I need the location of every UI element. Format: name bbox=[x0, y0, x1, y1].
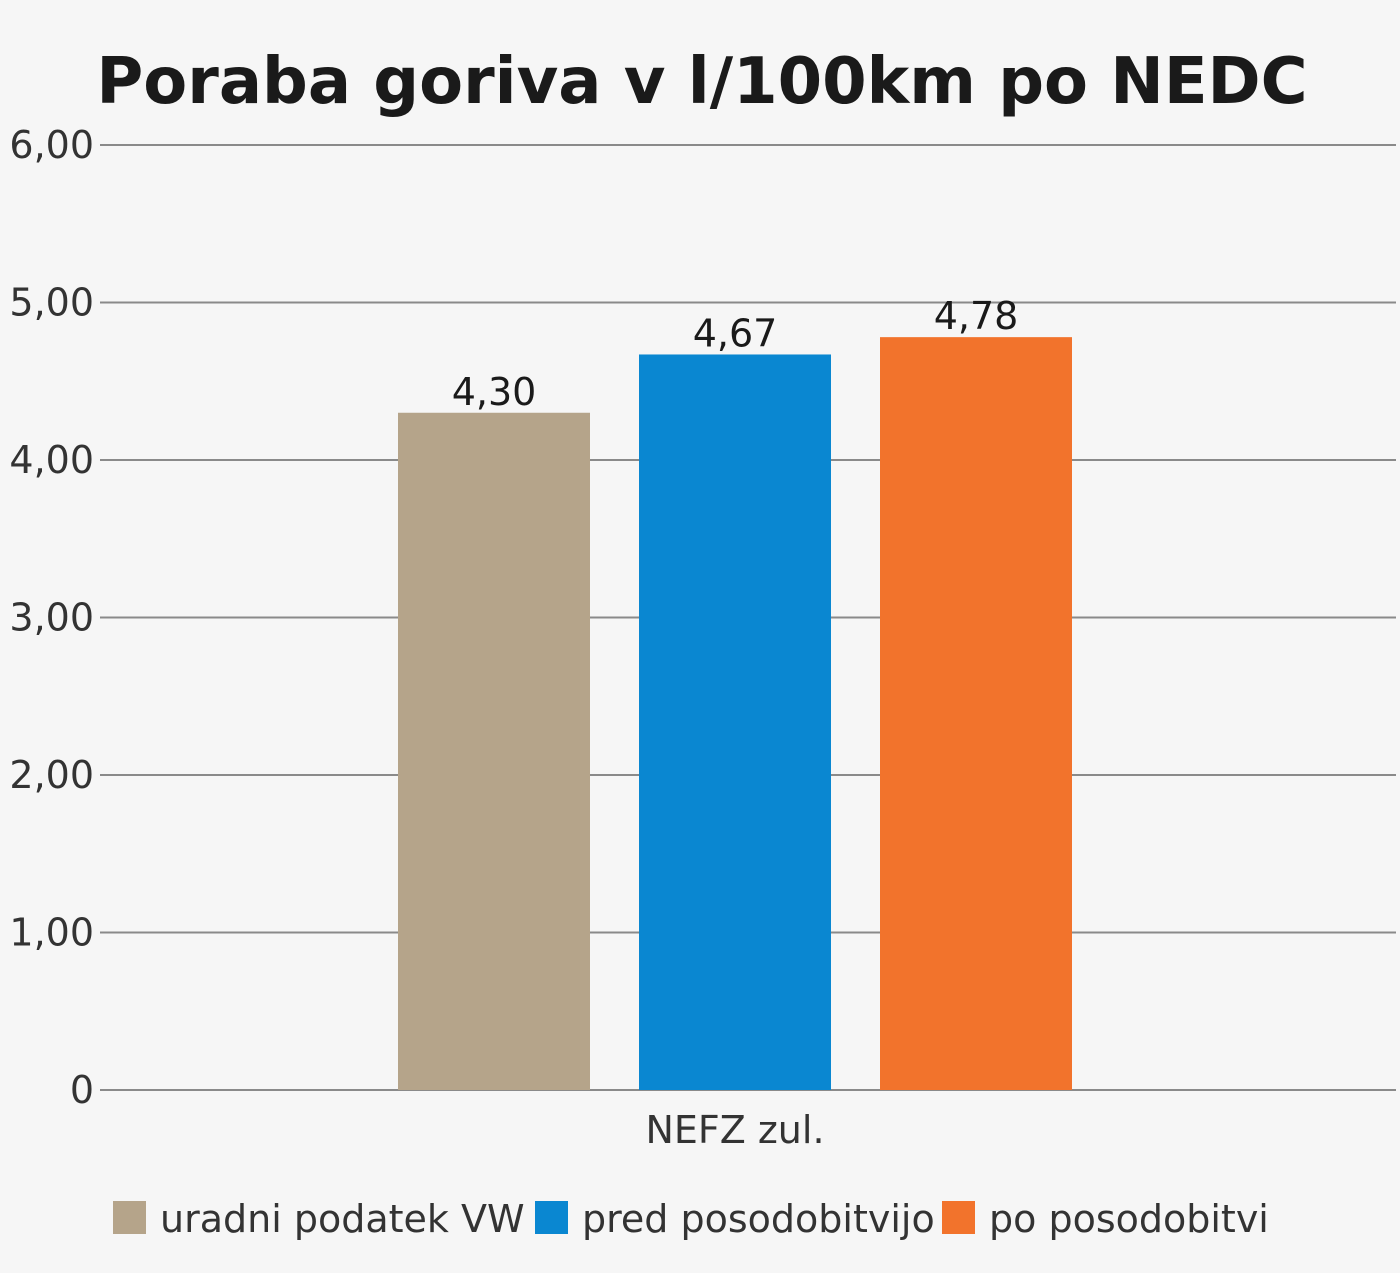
bar bbox=[398, 412, 590, 1090]
chart-title: Poraba goriva v l/100km po NEDC bbox=[96, 45, 1307, 119]
y-axis-ticks: 0 1,00 2,00 3,00 4,00 5,00 6,00 bbox=[9, 123, 94, 1112]
x-axis-categories: NEFZ zul. bbox=[645, 1108, 824, 1152]
data-label: 4,67 bbox=[693, 311, 778, 355]
legend-swatch bbox=[535, 1201, 568, 1234]
y-tick-label: 5,00 bbox=[9, 281, 94, 325]
legend-label: uradni podatek VW bbox=[160, 1197, 525, 1241]
data-label: 4,30 bbox=[452, 370, 537, 414]
bars bbox=[398, 337, 1072, 1091]
legend-item[interactable]: po posodobitvi bbox=[942, 1197, 1269, 1241]
y-tick-label: 4,00 bbox=[9, 438, 94, 482]
legend-swatch bbox=[942, 1201, 975, 1234]
legend-item[interactable]: uradni podatek VW bbox=[113, 1197, 525, 1241]
y-tick-label: 1,00 bbox=[9, 911, 94, 955]
bar bbox=[639, 354, 831, 1091]
legend-swatch bbox=[113, 1201, 146, 1234]
legend-item[interactable]: pred posodobitvijo bbox=[535, 1197, 935, 1241]
y-tick-label: 3,00 bbox=[9, 596, 94, 640]
bar bbox=[880, 337, 1072, 1090]
legend-label: pred posodobitvijo bbox=[582, 1197, 935, 1241]
y-tick-label: 6,00 bbox=[9, 123, 94, 167]
x-category-label: NEFZ zul. bbox=[645, 1108, 824, 1152]
legend-label: po posodobitvi bbox=[989, 1197, 1269, 1241]
y-tick-label: 2,00 bbox=[9, 753, 94, 797]
legend[interactable]: uradni podatek VW pred posodobitvijo po po… bbox=[113, 1197, 1269, 1241]
y-tick-label: 0 bbox=[70, 1068, 94, 1112]
data-label: 4,78 bbox=[934, 294, 1019, 338]
data-labels: 4,30 4,67 4,78 bbox=[452, 294, 1019, 414]
